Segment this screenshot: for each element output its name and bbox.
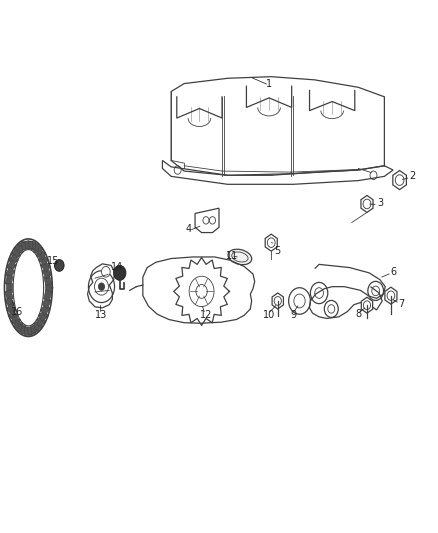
Text: 6: 6 (390, 267, 396, 277)
Polygon shape (361, 297, 373, 313)
Circle shape (99, 283, 105, 290)
Polygon shape (42, 267, 52, 279)
Polygon shape (39, 254, 48, 265)
Circle shape (54, 260, 64, 271)
Text: 9: 9 (290, 310, 296, 320)
Polygon shape (21, 326, 29, 335)
Polygon shape (17, 243, 26, 252)
Polygon shape (28, 326, 36, 335)
Polygon shape (361, 196, 373, 213)
Polygon shape (25, 240, 32, 248)
Text: 12: 12 (200, 310, 212, 320)
Circle shape (114, 265, 126, 280)
Text: 14: 14 (111, 262, 123, 271)
Polygon shape (43, 289, 52, 301)
Polygon shape (265, 234, 277, 251)
Text: 1: 1 (266, 78, 272, 88)
Text: 5: 5 (275, 246, 281, 256)
Polygon shape (393, 171, 406, 190)
Polygon shape (40, 303, 50, 316)
Polygon shape (385, 287, 397, 304)
Text: 15: 15 (47, 256, 60, 266)
Polygon shape (8, 310, 18, 321)
Polygon shape (43, 274, 52, 286)
Polygon shape (34, 245, 43, 255)
Polygon shape (28, 241, 36, 249)
Polygon shape (14, 320, 23, 330)
Polygon shape (36, 249, 46, 260)
Polygon shape (5, 296, 14, 309)
Text: 4: 4 (185, 224, 191, 235)
Polygon shape (42, 296, 52, 309)
Text: 7: 7 (399, 298, 405, 309)
Polygon shape (7, 303, 16, 316)
Circle shape (102, 266, 110, 277)
Text: 8: 8 (355, 309, 361, 319)
Polygon shape (45, 283, 51, 293)
Text: 11: 11 (226, 251, 238, 261)
Polygon shape (11, 316, 21, 326)
Polygon shape (8, 254, 18, 265)
Polygon shape (14, 245, 23, 255)
Polygon shape (21, 241, 29, 249)
Polygon shape (5, 289, 13, 301)
Polygon shape (31, 243, 39, 252)
Polygon shape (34, 320, 43, 330)
Polygon shape (5, 267, 14, 279)
Text: 3: 3 (377, 198, 383, 208)
Text: 13: 13 (95, 310, 108, 320)
Polygon shape (36, 316, 46, 326)
Polygon shape (11, 249, 21, 260)
Polygon shape (40, 260, 50, 272)
Ellipse shape (228, 249, 252, 265)
Polygon shape (39, 310, 48, 321)
Polygon shape (5, 274, 13, 286)
Polygon shape (31, 324, 39, 333)
Polygon shape (7, 260, 16, 272)
Text: 2: 2 (410, 172, 416, 181)
Text: 16: 16 (11, 306, 23, 317)
Polygon shape (6, 283, 12, 293)
Polygon shape (17, 324, 26, 333)
Polygon shape (25, 327, 32, 335)
Polygon shape (272, 293, 283, 309)
Text: 10: 10 (263, 310, 275, 320)
